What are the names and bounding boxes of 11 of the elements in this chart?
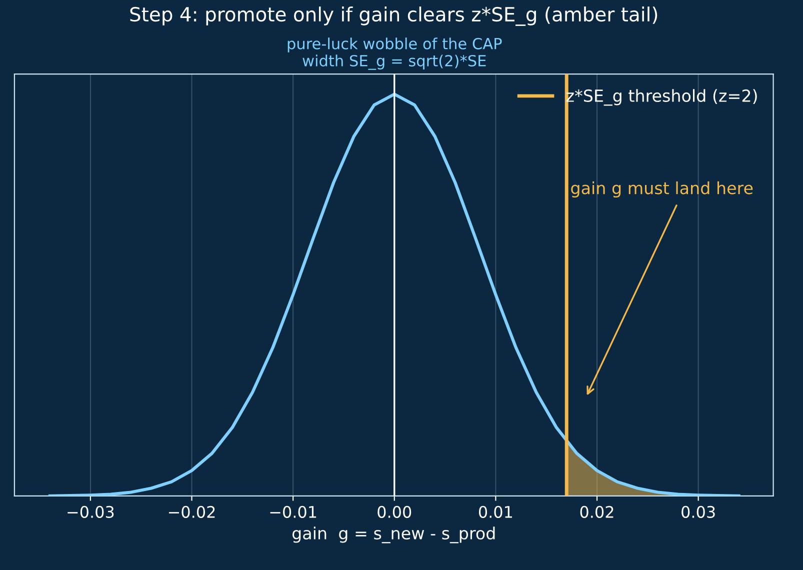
x-tick-label: 0.02	[580, 506, 614, 518]
x-tick-label: −0.02	[168, 506, 215, 518]
x-tick-label: 0.01	[478, 506, 512, 518]
x-axis-title: gain g = s_new - s_prod	[292, 526, 495, 544]
chart-title: Step 4: promote only if gain clears z*SE_g (amber tail)	[130, 6, 658, 26]
x-tick-label: −0.03	[68, 506, 114, 518]
annotation: gain g must land here	[571, 181, 753, 198]
x-tick-label: 0.03	[682, 506, 715, 518]
x-tick-label: −0.01	[270, 506, 316, 518]
text: pure-luck wobble of the CAP width SE_g = sqrt(2)*SE	[288, 38, 502, 70]
x-tick-label: 0.00	[378, 506, 412, 518]
